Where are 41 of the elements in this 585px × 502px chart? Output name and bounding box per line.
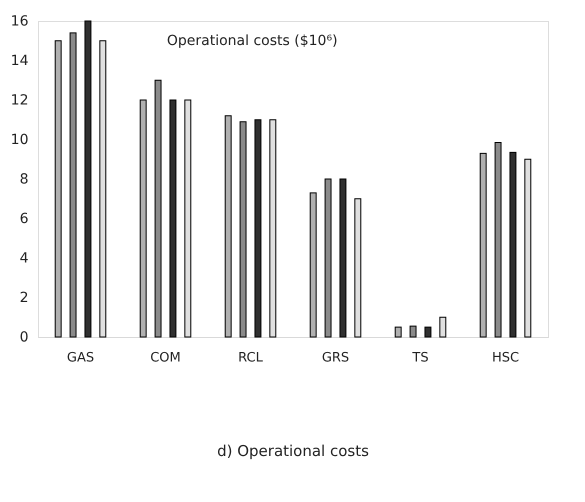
x-tick-label: RCL bbox=[238, 350, 264, 366]
y-tick-label: 4 bbox=[20, 250, 29, 266]
y-tick-label: 16 bbox=[10, 14, 29, 30]
x-tick-label: COM bbox=[150, 350, 181, 366]
bar bbox=[99, 40, 106, 338]
bar bbox=[269, 119, 276, 338]
bar bbox=[154, 80, 162, 338]
bar bbox=[140, 100, 147, 338]
bar bbox=[339, 178, 346, 338]
bar bbox=[254, 119, 262, 338]
y-tick-label: 6 bbox=[20, 211, 29, 227]
bar bbox=[70, 32, 77, 338]
bar bbox=[310, 192, 317, 338]
bar bbox=[184, 100, 192, 338]
bar bbox=[224, 115, 232, 338]
bar bbox=[494, 142, 502, 338]
bar bbox=[240, 121, 247, 338]
bar bbox=[439, 316, 446, 338]
y-tick-label: 8 bbox=[20, 172, 28, 188]
text: d) Operational costs bbox=[217, 442, 370, 460]
x-tick-label: TS bbox=[411, 350, 429, 366]
bar bbox=[324, 178, 332, 338]
bar bbox=[54, 40, 62, 338]
bar bbox=[424, 326, 432, 338]
y-tick-label: 2 bbox=[20, 290, 28, 306]
bar bbox=[410, 326, 417, 338]
y-tick-label: 10 bbox=[10, 132, 28, 148]
x-tick-label: HSC bbox=[492, 350, 520, 366]
x-tick-label: GAS bbox=[66, 350, 94, 366]
text: Operational costs ($10⁶) bbox=[166, 33, 338, 49]
bar bbox=[84, 20, 92, 338]
bar bbox=[524, 158, 532, 338]
bar bbox=[480, 152, 487, 338]
bar bbox=[354, 198, 362, 338]
x-tick-label: GRS bbox=[322, 350, 350, 366]
y-tick-label: 0 bbox=[20, 330, 28, 346]
bar bbox=[169, 100, 176, 338]
y-tick-label: 12 bbox=[10, 92, 28, 108]
bar bbox=[394, 326, 402, 338]
bar bbox=[509, 152, 516, 338]
y-tick-label: 14 bbox=[10, 53, 29, 69]
